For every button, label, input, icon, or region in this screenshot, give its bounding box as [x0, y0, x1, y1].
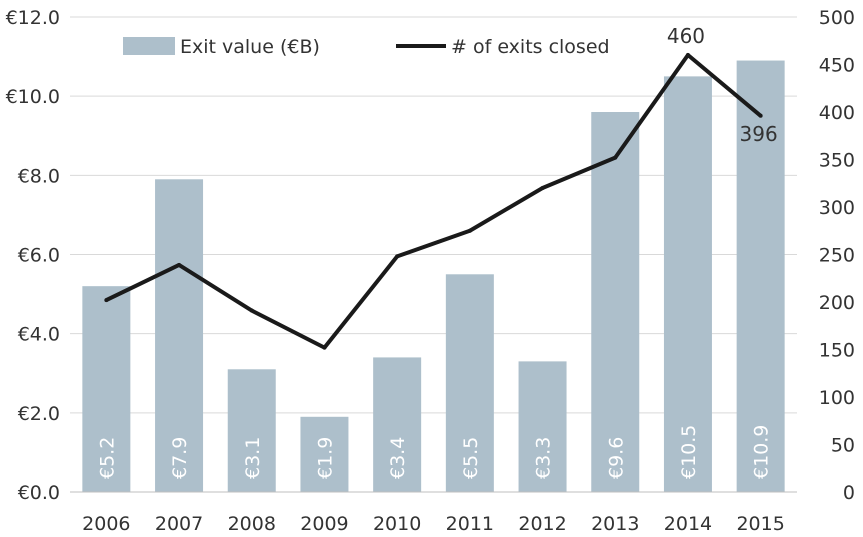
bar-value-label: €10.5	[678, 425, 700, 479]
bar	[227, 369, 276, 492]
y-left-tick-label: €6.0	[18, 245, 60, 267]
bar-value-label: €9.6	[605, 437, 627, 479]
line-series: 460 396	[104, 24, 778, 350]
y-right-tick-label: 400	[819, 102, 855, 124]
y-right-tick-label: 450	[819, 55, 855, 77]
y-left-tick-label: €12.0	[6, 7, 60, 29]
bar	[663, 76, 712, 492]
axes: €0.0 €2.0 €4.0 €6.0 €8.0 €10.0 €12.0 0 50 100 150 2…	[6, 7, 855, 535]
line-point	[758, 113, 763, 118]
x-tick-label: 2015	[736, 513, 784, 535]
x-tick-label: 2006	[82, 513, 130, 535]
bar-value-label: €10.9	[751, 425, 773, 479]
bar-value-label: €1.9	[314, 437, 336, 479]
bar-value-label: €3.4	[387, 437, 409, 479]
y-right-tick-label: 200	[819, 292, 855, 314]
line-point	[395, 254, 400, 259]
y-right-tick-label: 100	[819, 387, 855, 409]
y-right-tick-label: 300	[819, 197, 855, 219]
legend: Exit value (€B) # of exits closed	[123, 36, 610, 58]
bar	[518, 361, 567, 492]
x-tick-label: 2010	[373, 513, 421, 535]
bar	[373, 357, 422, 492]
bar	[300, 416, 349, 492]
y-left-tick-label: €4.0	[18, 324, 60, 346]
line-point	[177, 262, 182, 267]
line-point	[104, 298, 109, 303]
x-tick-label: 2008	[228, 513, 276, 535]
x-tick-label: 2009	[300, 513, 348, 535]
line-point	[249, 308, 254, 313]
line-point	[685, 53, 690, 57]
legend-swatch-exit-value	[123, 37, 175, 55]
legend-label-exits-closed: # of exits closed	[451, 36, 610, 58]
line-point	[467, 228, 472, 233]
bar-value-label: €5.2	[96, 437, 118, 479]
y-right-tick-label: 0	[843, 482, 855, 504]
bar-value-label: €3.3	[533, 437, 555, 479]
y-left-tick-label: €2.0	[18, 403, 60, 425]
y-right-tick-label: 150	[819, 340, 855, 362]
bar	[736, 60, 785, 493]
x-tick-label: 2007	[155, 513, 203, 535]
line-point	[613, 155, 618, 160]
line-point	[322, 345, 327, 350]
line-point-label: 396	[740, 122, 778, 146]
x-tick-label: 2013	[591, 513, 639, 535]
y-right-tick-label: 500	[819, 7, 855, 29]
y-right-tick-label: 350	[819, 150, 855, 172]
line-point-label: 460	[667, 24, 705, 48]
line-point	[540, 186, 545, 190]
y-right-tick-label: 250	[819, 245, 855, 267]
bar-value-label: €5.5	[460, 437, 482, 479]
bar-value-label: €3.1	[242, 437, 264, 479]
bar	[82, 286, 131, 492]
y-left-tick-label: €8.0	[18, 165, 60, 187]
x-tick-label: 2014	[664, 513, 712, 535]
bars	[82, 60, 785, 493]
bar-labels: €5.2 €7.9 €3.1 €1.9 €3.4 €5.5 €3.3 €9.6 €10.5 €10…	[96, 425, 772, 479]
line-exits-closed	[105, 53, 762, 350]
bar	[591, 112, 640, 492]
x-tick-label: 2011	[446, 513, 494, 535]
legend-label-exit-value: Exit value (€B)	[180, 36, 320, 58]
y-right-tick-label: 50	[831, 435, 855, 457]
y-left-tick-label: €10.0	[6, 86, 60, 108]
bar-value-label: €7.9	[169, 437, 191, 479]
bar	[445, 274, 494, 492]
bar	[155, 179, 204, 492]
y-left-tick-label: €0.0	[18, 482, 60, 504]
x-tick-label: 2012	[518, 513, 566, 535]
